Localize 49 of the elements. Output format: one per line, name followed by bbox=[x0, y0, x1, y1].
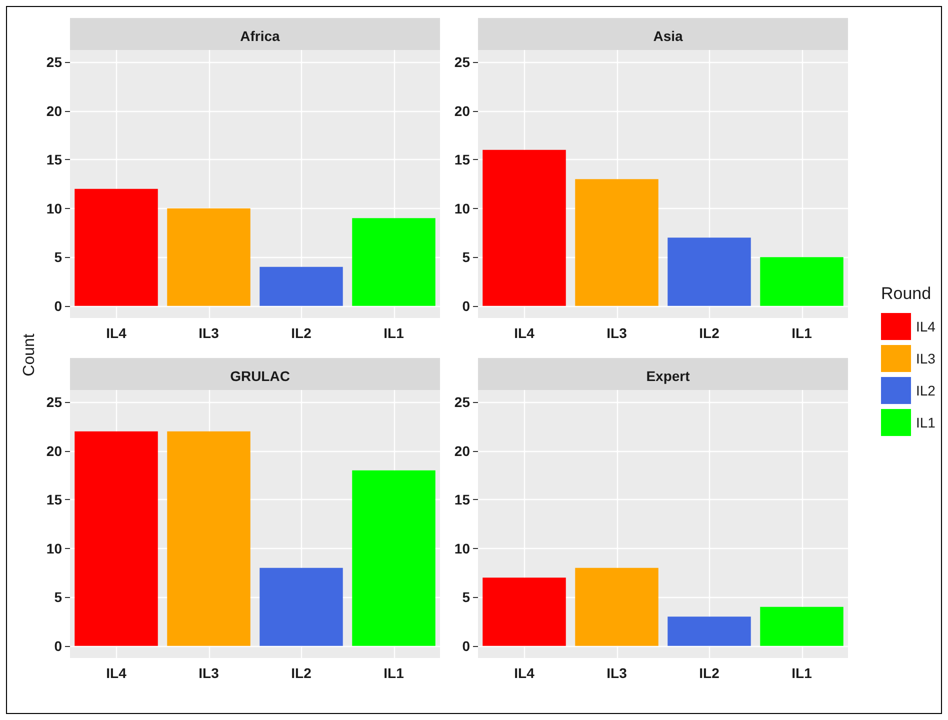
x-tick-label: IL3 bbox=[198, 665, 220, 681]
x-tick-label: IL1 bbox=[792, 325, 812, 341]
legend-label: IL2 bbox=[916, 382, 936, 398]
y-tick-label: 5 bbox=[462, 249, 470, 266]
y-tick-label: 10 bbox=[46, 200, 62, 216]
y-tick-label: 20 bbox=[454, 102, 470, 119]
chart-title: GRULAC bbox=[230, 368, 290, 384]
y-tick-label: 25 bbox=[454, 54, 470, 70]
x-tick-label: IL4 bbox=[514, 665, 535, 681]
y-tick-label: 5 bbox=[54, 589, 62, 606]
y-tick-label: 25 bbox=[454, 394, 470, 410]
y-tick-label: 20 bbox=[46, 442, 62, 459]
y-tick-label: 25 bbox=[46, 54, 62, 70]
legend-title: Round bbox=[881, 284, 932, 303]
legend-label: IL1 bbox=[916, 414, 936, 430]
y-tick-label: 0 bbox=[54, 298, 62, 314]
y-tick-label: 20 bbox=[454, 442, 470, 459]
y-tick-label: 15 bbox=[46, 152, 62, 168]
x-tick-label: IL2 bbox=[291, 665, 312, 681]
y-tick-label: 10 bbox=[454, 540, 470, 556]
y-tick-label: 0 bbox=[462, 638, 470, 654]
y-tick-label: 25 bbox=[46, 394, 62, 410]
y-tick-label: 15 bbox=[46, 492, 62, 508]
x-tick-label: IL2 bbox=[291, 325, 312, 341]
x-tick-label: IL2 bbox=[699, 325, 720, 341]
chart-title: Asia bbox=[653, 28, 683, 44]
y-tick-label: 5 bbox=[54, 249, 62, 266]
y-tick-label: 0 bbox=[54, 638, 62, 654]
y-tick-label: 15 bbox=[454, 152, 470, 168]
x-tick-label: IL3 bbox=[198, 325, 220, 341]
y-axis-title: Count bbox=[21, 334, 39, 376]
x-tick-label: IL4 bbox=[106, 665, 127, 681]
x-tick-label: IL1 bbox=[792, 665, 812, 681]
x-tick-label: IL4 bbox=[106, 325, 127, 341]
y-tick-label: 10 bbox=[454, 200, 470, 216]
y-tick-label: 15 bbox=[454, 492, 470, 508]
x-tick-label: IL2 bbox=[699, 665, 720, 681]
y-tick-label: 20 bbox=[46, 102, 62, 119]
y-tick-label: 10 bbox=[46, 540, 62, 556]
x-tick-label: IL1 bbox=[384, 665, 404, 681]
x-tick-label: IL3 bbox=[606, 665, 628, 681]
chart-title: Expert bbox=[646, 368, 690, 384]
y-tick-label: 5 bbox=[462, 589, 470, 606]
y-tick-label: 0 bbox=[462, 298, 470, 314]
x-tick-label: IL1 bbox=[384, 325, 404, 341]
chart-title: Africa bbox=[240, 28, 280, 44]
legend-label: IL3 bbox=[916, 350, 936, 366]
x-tick-label: IL3 bbox=[606, 325, 628, 341]
x-tick-label: IL4 bbox=[514, 325, 535, 341]
